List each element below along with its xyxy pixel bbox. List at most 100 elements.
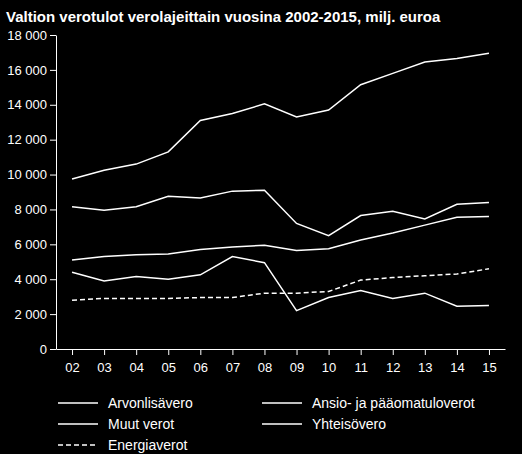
y-tick-mark (50, 209, 56, 210)
x-tick-label: 11 (354, 360, 368, 375)
y-tick: 0 (40, 342, 56, 357)
y-tick-mark (50, 140, 56, 141)
y-tick: 6 000 (14, 237, 56, 252)
x-tick-label: 03 (97, 360, 111, 375)
series-line (72, 257, 489, 311)
y-tick: 2 000 (14, 307, 56, 322)
y-axis-line (56, 36, 57, 350)
legend-label: Yhteisövero (312, 416, 386, 432)
y-tick: 4 000 (14, 272, 56, 287)
x-tick: 03 (97, 349, 111, 375)
x-tick-mark (136, 349, 137, 355)
y-tick-label: 4 000 (14, 272, 47, 287)
x-tick-mark (264, 349, 265, 355)
y-tick-mark (50, 35, 56, 36)
y-tick-mark (50, 349, 56, 350)
x-tick-mark (361, 349, 362, 355)
legend-item: Arvonlisävero (58, 395, 193, 411)
y-tick-label: 2 000 (14, 307, 47, 322)
legend-swatch (58, 444, 98, 446)
y-tick-mark (50, 70, 56, 71)
legend-swatch (262, 402, 302, 404)
x-tick-label: 02 (65, 360, 79, 375)
legend-swatch (58, 402, 98, 404)
legend-item: Ansio- ja pääomatuloverot (262, 395, 475, 411)
x-tick: 02 (65, 349, 79, 375)
x-tick: 10 (322, 349, 336, 375)
x-tick-mark (457, 349, 458, 355)
background (0, 0, 522, 454)
y-tick-label: 8 000 (14, 202, 47, 217)
legend-swatch (58, 423, 98, 425)
legend-label: Arvonlisävero (108, 395, 193, 411)
chart: Valtion verotulot verolajeittain vuosina… (0, 0, 522, 454)
x-tick-mark (329, 349, 330, 355)
y-tick-label: 16 000 (7, 63, 47, 78)
y-tick-label: 14 000 (7, 97, 47, 112)
x-tick-label: 08 (258, 360, 272, 375)
x-tick: 15 (482, 349, 496, 375)
series-line (72, 269, 489, 300)
y-tick-label: 10 000 (7, 167, 47, 182)
y-tick-label: 0 (40, 342, 47, 357)
x-tick-mark (232, 349, 233, 355)
x-tick-label: 09 (290, 360, 304, 375)
legend: Arvonlisävero Ansio- ja pääomatuloverot Mu… (58, 395, 475, 453)
y-tick: 14 000 (7, 97, 56, 112)
x-tick-mark (489, 349, 490, 355)
y-tick: 12 000 (7, 132, 56, 147)
legend-swatch (262, 423, 302, 425)
legend-item: Muut verot (58, 416, 174, 432)
y-tick-mark (50, 175, 56, 176)
y-tick-mark (50, 105, 56, 106)
y-tick-label: 6 000 (14, 237, 47, 252)
legend-item: Yhteisövero (262, 416, 386, 432)
series-line (72, 53, 489, 179)
x-tick-label: 10 (322, 360, 336, 375)
x-tick: 04 (129, 349, 143, 375)
y-tick: 16 000 (7, 63, 56, 78)
x-tick: 12 (386, 349, 400, 375)
x-axis-line (57, 349, 506, 350)
x-tick: 06 (194, 349, 208, 375)
x-tick-mark (168, 349, 169, 355)
x-tick-label: 12 (386, 360, 400, 375)
x-tick: 09 (290, 349, 304, 375)
y-axis: 0 2 000 4 000 6 000 8 000 10 000 12 000 14 000 1… (7, 28, 56, 357)
y-tick-mark (50, 314, 56, 315)
x-tick-label: 07 (226, 360, 240, 375)
x-axis: 02 03 04 05 06 07 08 09 10 11 12 13 14 15 (57, 349, 506, 375)
x-tick-label: 13 (418, 360, 432, 375)
x-tick: 08 (258, 349, 272, 375)
x-tick-mark (393, 349, 394, 355)
y-tick-label: 18 000 (7, 28, 47, 43)
x-tick-label: 15 (482, 360, 496, 375)
y-tick: 8 000 (14, 202, 56, 217)
x-tick-label: 05 (162, 360, 176, 375)
x-tick-mark (425, 349, 426, 355)
x-tick-mark (200, 349, 201, 355)
x-tick-label: 14 (450, 360, 464, 375)
y-tick-label: 12 000 (7, 132, 47, 147)
y-tick: 18 000 (7, 28, 56, 43)
x-tick: 13 (418, 349, 432, 375)
y-tick-mark (50, 279, 56, 280)
x-tick-mark (297, 349, 298, 355)
y-tick: 10 000 (7, 167, 56, 182)
x-tick-label: 04 (129, 360, 143, 375)
x-tick: 11 (354, 349, 368, 375)
x-tick: 14 (450, 349, 464, 375)
y-tick-mark (50, 244, 56, 245)
series-line (72, 216, 489, 260)
x-tick: 07 (226, 349, 240, 375)
x-tick-label: 06 (194, 360, 208, 375)
legend-item: Energiaverot (58, 437, 187, 453)
series-line (72, 190, 489, 235)
legend-label: Energiaverot (108, 437, 187, 453)
x-tick-mark (72, 349, 73, 355)
x-tick: 05 (162, 349, 176, 375)
title: Valtion verotulot verolajeittain vuosina… (6, 8, 441, 25)
legend-label: Ansio- ja pääomatuloverot (312, 395, 475, 411)
lines (72, 53, 489, 310)
legend-label: Muut verot (108, 416, 174, 432)
